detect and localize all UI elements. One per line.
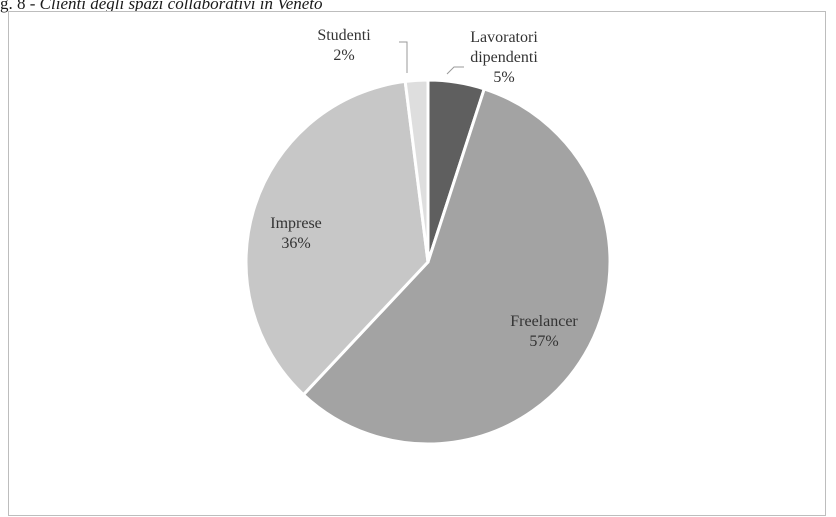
slice-category-label: Studenti	[317, 27, 371, 44]
slice-label-lavoratori-dipendenti: Lavoratori dipendenti 5%	[470, 29, 538, 86]
slice-labels: Lavoratori dipendenti 5% Freelancer 57% Impre…	[270, 27, 578, 350]
pie-slice-freelancer	[301, 87, 612, 446]
pie-chart: Lavoratori dipendenti 5% Freelancer 57% Impre…	[244, 27, 612, 446]
slice-category-label: Lavoratori	[470, 29, 538, 46]
pie-slice-imprese	[244, 79, 430, 397]
slice-label-imprese: Imprese 36%	[270, 215, 322, 252]
figure-caption: g. 8 - Clienti degli spazi collaborativi…	[0, 0, 323, 14]
caption-title: Clienti degli spazi collaborativi in Ven…	[39, 0, 323, 13]
slice-label-studenti: Studenti 2%	[317, 27, 371, 64]
leader-lines	[399, 41, 464, 75]
chart-frame: Lavoratori dipendenti 5% Freelancer 57% Impre…	[8, 11, 826, 516]
pie-slices	[244, 78, 612, 446]
slice-category-label: Imprese	[270, 215, 322, 232]
slice-value-label: 57%	[529, 333, 558, 350]
leader-line-studenti	[399, 41, 408, 73]
slice-label-freelancer: Freelancer 57%	[510, 313, 578, 350]
slice-value-label: 36%	[281, 235, 310, 252]
pie-slice-studenti	[403, 78, 430, 264]
slice-category-label: Freelancer	[510, 313, 578, 330]
slice-category-label: dipendenti	[470, 49, 538, 66]
slice-value-label: 5%	[493, 69, 514, 86]
slice-value-label: 2%	[333, 47, 354, 64]
leader-line-lavoratori-dipendenti	[446, 66, 464, 75]
caption-prefix: g. 8 -	[0, 0, 40, 13]
